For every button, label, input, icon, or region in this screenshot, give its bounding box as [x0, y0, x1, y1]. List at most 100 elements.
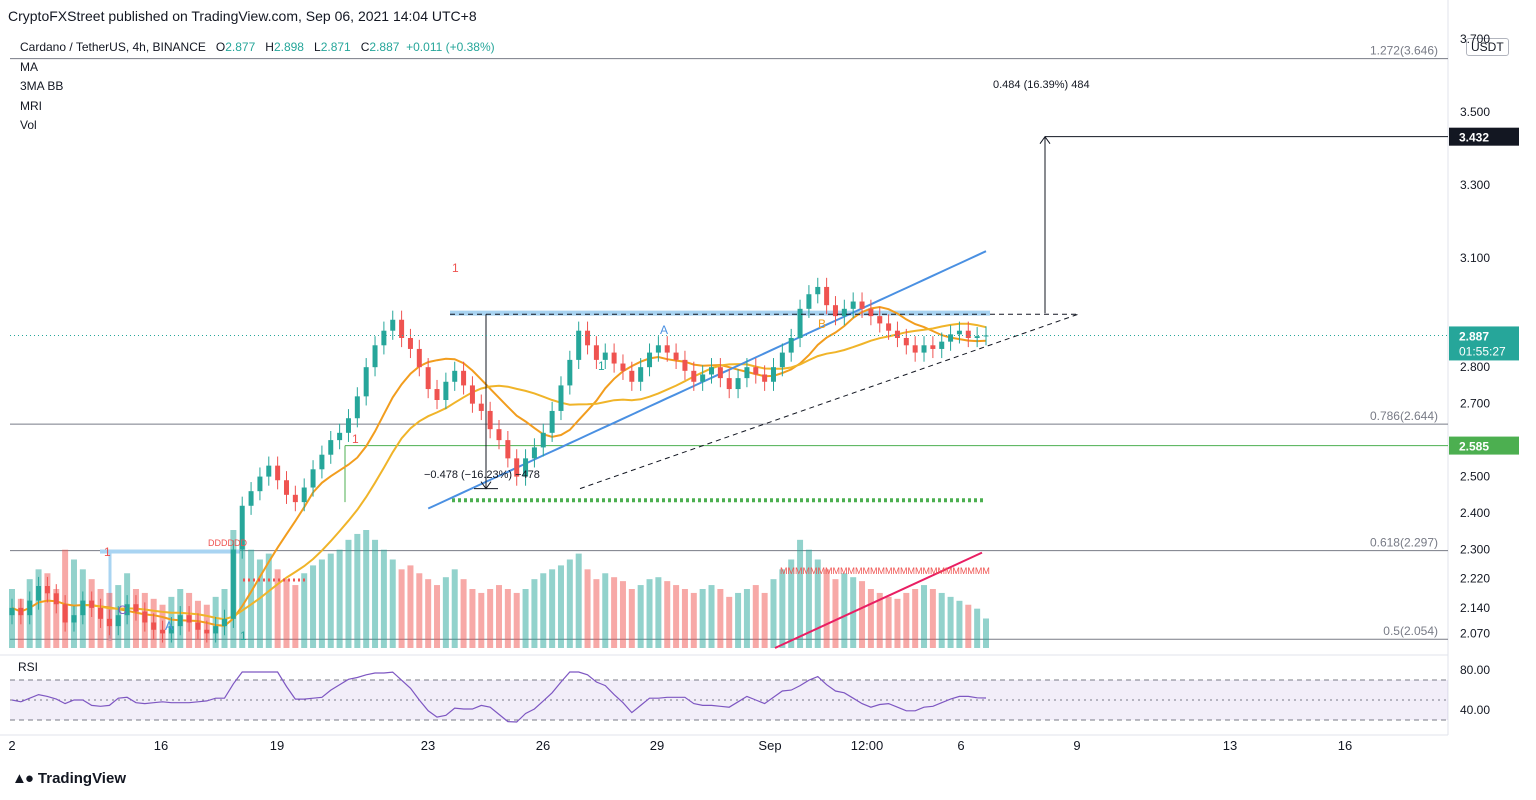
volume-bar [407, 565, 414, 648]
candle-body [89, 600, 95, 608]
candle-body [133, 604, 139, 612]
volume-bar [664, 581, 671, 648]
candle-body [354, 396, 360, 419]
annotation-label-7: A [165, 619, 173, 633]
candle-body [381, 330, 387, 346]
price-label-0: 3.432 [1459, 131, 1489, 145]
candle-body [62, 604, 68, 623]
volume-bar [743, 589, 750, 648]
volume-bar [221, 589, 228, 648]
candle-body [434, 389, 440, 400]
legend-high: 2.898 [273, 40, 304, 54]
volume-bar [115, 585, 122, 648]
rsi-tick-80: 80.00 [1460, 663, 1490, 677]
candle-body [602, 352, 608, 360]
candle-body [859, 301, 865, 309]
volume-bar [248, 549, 255, 648]
candle-body [647, 352, 653, 368]
volume-bar [460, 579, 467, 648]
annotation-label-3: 1 [598, 359, 605, 373]
x-tick-label-11: 16 [1338, 738, 1352, 753]
volume-bar [903, 592, 910, 648]
volume-bar [531, 579, 538, 648]
volume-bar [637, 585, 644, 648]
volume-bar [690, 592, 697, 648]
candle-body [585, 330, 591, 346]
candle-body [452, 370, 458, 382]
candle-body [540, 432, 546, 448]
candle-body [788, 338, 794, 353]
indicator-3ma-bb[interactable]: 3MA BB [20, 79, 64, 93]
candle-body [921, 345, 927, 353]
x-tick-label-0: 2 [8, 738, 15, 753]
mri-line [774, 551, 983, 649]
candle-body [682, 359, 688, 371]
fib-level-label-3: 0.5(2.054) [1383, 624, 1438, 638]
y-tick-label-10: 2.140 [1460, 601, 1490, 615]
candle-body [283, 480, 289, 495]
annotation-label-9: DDDDDD [208, 538, 247, 548]
candle-body [930, 345, 936, 349]
candle-body [956, 330, 962, 335]
volume-bar [832, 579, 839, 648]
currency-unit-button[interactable]: USDT [1466, 38, 1509, 56]
annotation-label-0: 1 [104, 545, 111, 559]
x-tick-label-3: 23 [421, 738, 435, 753]
candle-body [655, 345, 661, 353]
x-tick-label-2: 19 [270, 738, 284, 753]
fib-level-label-0: 1.272(3.646) [1370, 44, 1438, 58]
candle-body [478, 403, 484, 411]
volume-bar [983, 618, 989, 648]
legend-c-label: C [360, 40, 370, 54]
volume-bar [752, 585, 759, 648]
rsi-label: RSI [18, 660, 38, 674]
legend-l-label: L [314, 40, 321, 54]
candle-body [416, 348, 422, 368]
volume-bar [805, 549, 812, 648]
tradingview-brand[interactable]: ▲● TradingView [12, 770, 126, 787]
x-tick-label-4: 26 [536, 738, 550, 753]
y-tick-label-5: 2.700 [1460, 397, 1490, 411]
volume-bar [132, 589, 139, 648]
volume-bar [186, 592, 193, 648]
indicator-ma[interactable]: MA [20, 59, 38, 74]
fib-level-label-1: 0.786(2.644) [1370, 409, 1438, 423]
volume-bar [159, 604, 166, 648]
volume-bar [212, 596, 219, 648]
price-label-2: 2.585 [1459, 440, 1489, 454]
candle-body [328, 440, 334, 455]
candle-body [762, 374, 768, 382]
volume-bar [841, 573, 848, 648]
volume-bar [717, 589, 724, 648]
volume-bar [575, 553, 582, 648]
candle-body [886, 323, 892, 331]
candle-body [407, 338, 413, 349]
annotation-label-8: B [818, 317, 826, 331]
annotation-label-4: 1 [240, 629, 247, 643]
rsi-band [10, 680, 1448, 720]
volume-bar [859, 581, 866, 648]
legend-low: 2.871 [320, 40, 351, 54]
volume-bar [735, 592, 742, 648]
indicator-mri[interactable]: MRI [20, 98, 42, 113]
volume-bar [947, 596, 954, 648]
volume-bar [522, 589, 529, 648]
volume-bar [79, 569, 86, 648]
volume-bar [823, 569, 830, 648]
volume-bar [44, 573, 51, 648]
legend-symbol[interactable]: Cardano / TetherUS, 4h, BINANCE [20, 40, 206, 54]
candle-body [319, 454, 325, 470]
candle-body [275, 465, 281, 481]
indicator-vol[interactable]: Vol [20, 118, 37, 132]
candle-body [222, 618, 228, 627]
volume-bar [372, 539, 379, 648]
candle-body [142, 611, 148, 623]
volume-bar [97, 589, 104, 648]
volume-bar [681, 589, 688, 648]
volume-bar [628, 589, 635, 648]
volume-bar [974, 608, 981, 648]
candle-body [266, 465, 272, 477]
candle-body [983, 335, 989, 337]
candle-body [567, 359, 573, 386]
volume-bar [425, 579, 432, 648]
